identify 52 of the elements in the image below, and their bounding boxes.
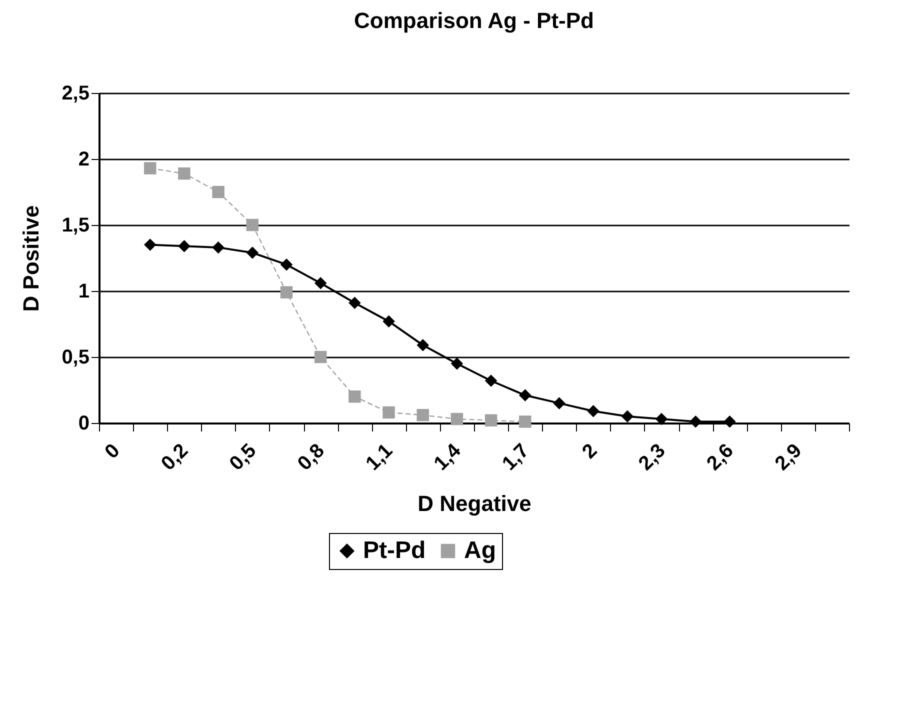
point [212, 241, 224, 254]
point [655, 412, 668, 426]
y-tick-label: 1 [78, 280, 90, 302]
point [382, 406, 395, 419]
point [519, 389, 532, 402]
point [348, 296, 361, 310]
point [450, 412, 464, 426]
point [587, 404, 600, 418]
x-tick-label: 0,8 [294, 440, 329, 475]
chart-title: Comparison Ag - Pt-Pd [354, 8, 594, 33]
point [553, 397, 566, 410]
point [416, 408, 429, 422]
legend-label: Ag [464, 537, 496, 564]
legend-label: Pt-Pd [363, 537, 426, 564]
point [416, 338, 429, 352]
x-tick-label: 1,4 [430, 439, 466, 475]
x-tick-label: 2,3 [634, 440, 670, 475]
point [484, 414, 498, 426]
x-tick-label: 2,9 [770, 440, 806, 475]
point [178, 240, 190, 252]
x-tick-label: 0 [100, 440, 124, 464]
x-tick-label: 2,6 [702, 440, 738, 475]
point [724, 416, 736, 428]
point [689, 416, 702, 428]
x-tick-label: 2 [578, 440, 602, 464]
point [144, 238, 156, 251]
y-tick-label: 2,5 [62, 82, 90, 104]
x-tick-label: 0,2 [157, 440, 193, 475]
point [280, 286, 293, 298]
point [178, 167, 190, 180]
point [450, 357, 464, 370]
point [246, 218, 259, 232]
point [314, 350, 327, 364]
point [519, 416, 532, 428]
point [246, 246, 259, 259]
y-axis-title: D Positive [18, 205, 44, 312]
x-tick-label: 1,7 [498, 440, 534, 475]
point [314, 276, 327, 290]
point [280, 258, 293, 271]
x-tick-label: 0,5 [225, 440, 261, 475]
point [621, 410, 634, 423]
point [348, 390, 361, 403]
x-axis-title: D Negative [418, 491, 532, 516]
point [212, 186, 224, 198]
x-tick-label: 1,1 [362, 440, 398, 475]
point [484, 374, 498, 387]
y-tick-label: 2 [78, 148, 90, 170]
point [144, 162, 156, 174]
y-tick-label: 1,5 [62, 214, 90, 236]
y-tick-label: 0 [78, 412, 90, 434]
y-tick-label: 0,5 [62, 346, 90, 368]
point [382, 315, 395, 328]
